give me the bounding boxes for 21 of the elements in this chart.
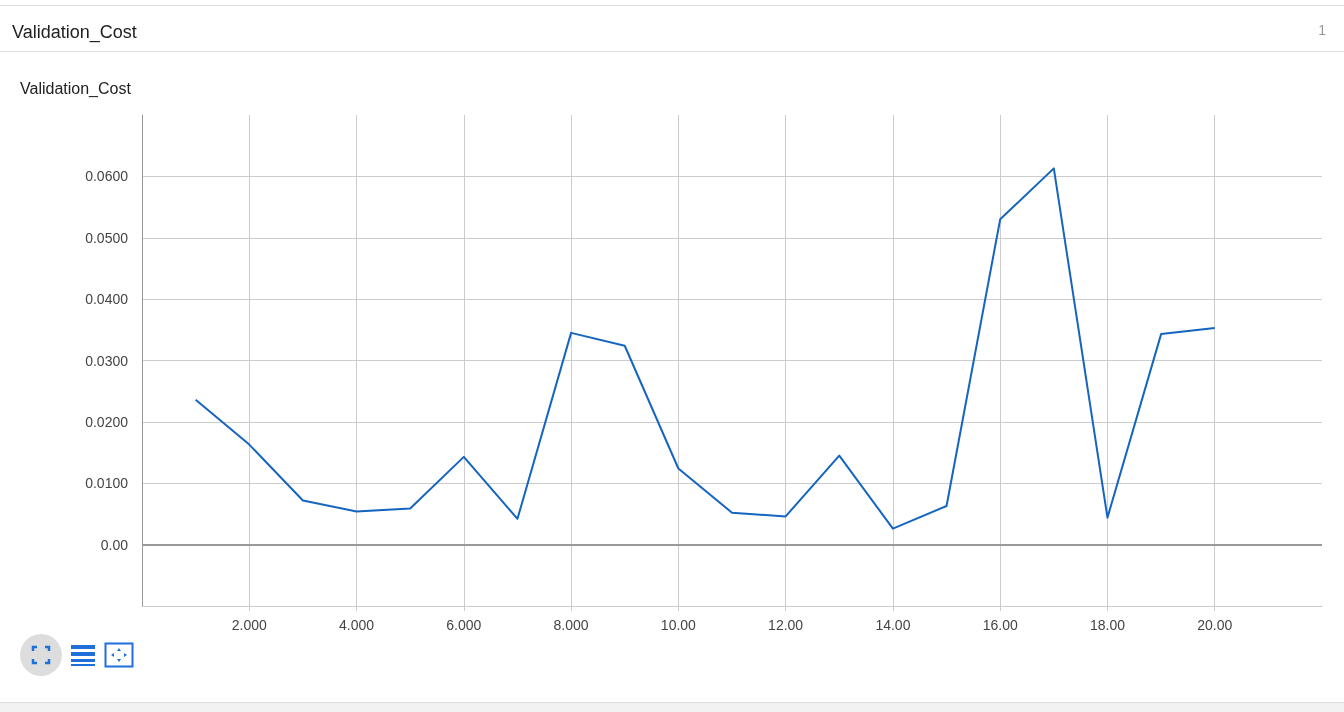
x-tick-label: 12.00 bbox=[768, 617, 804, 633]
chart-title: Validation_Cost bbox=[20, 80, 131, 98]
x-tick-label: 8.000 bbox=[553, 617, 589, 633]
y-tick-label: 0.0600 bbox=[85, 168, 129, 185]
x-tick-label: 4.000 bbox=[339, 617, 375, 633]
x-tick-label: 16.00 bbox=[982, 617, 1018, 633]
x-tick-label: 10.00 bbox=[660, 617, 697, 633]
x-tick-label: 18.00 bbox=[1089, 617, 1126, 633]
x-tick-label: 14.00 bbox=[875, 617, 911, 633]
y-tick-label: 0.00 bbox=[100, 536, 129, 553]
text: Validation_Cost bbox=[12, 22, 137, 43]
y-tick-label: 0.0500 bbox=[85, 229, 129, 246]
x-tick-label: 20.00 bbox=[1197, 617, 1233, 633]
line-series bbox=[194, 167, 1216, 530]
y-tick-label: 0.0400 bbox=[85, 291, 129, 308]
y-tick-label: 0.0200 bbox=[85, 413, 129, 430]
x-tick-label: 2.000 bbox=[231, 617, 267, 633]
y-tick-label: 0.0100 bbox=[85, 475, 129, 492]
text: 1 bbox=[1318, 22, 1326, 38]
y-tick-label: 0.0300 bbox=[85, 352, 129, 369]
x-tick-label: 6.000 bbox=[446, 617, 482, 633]
